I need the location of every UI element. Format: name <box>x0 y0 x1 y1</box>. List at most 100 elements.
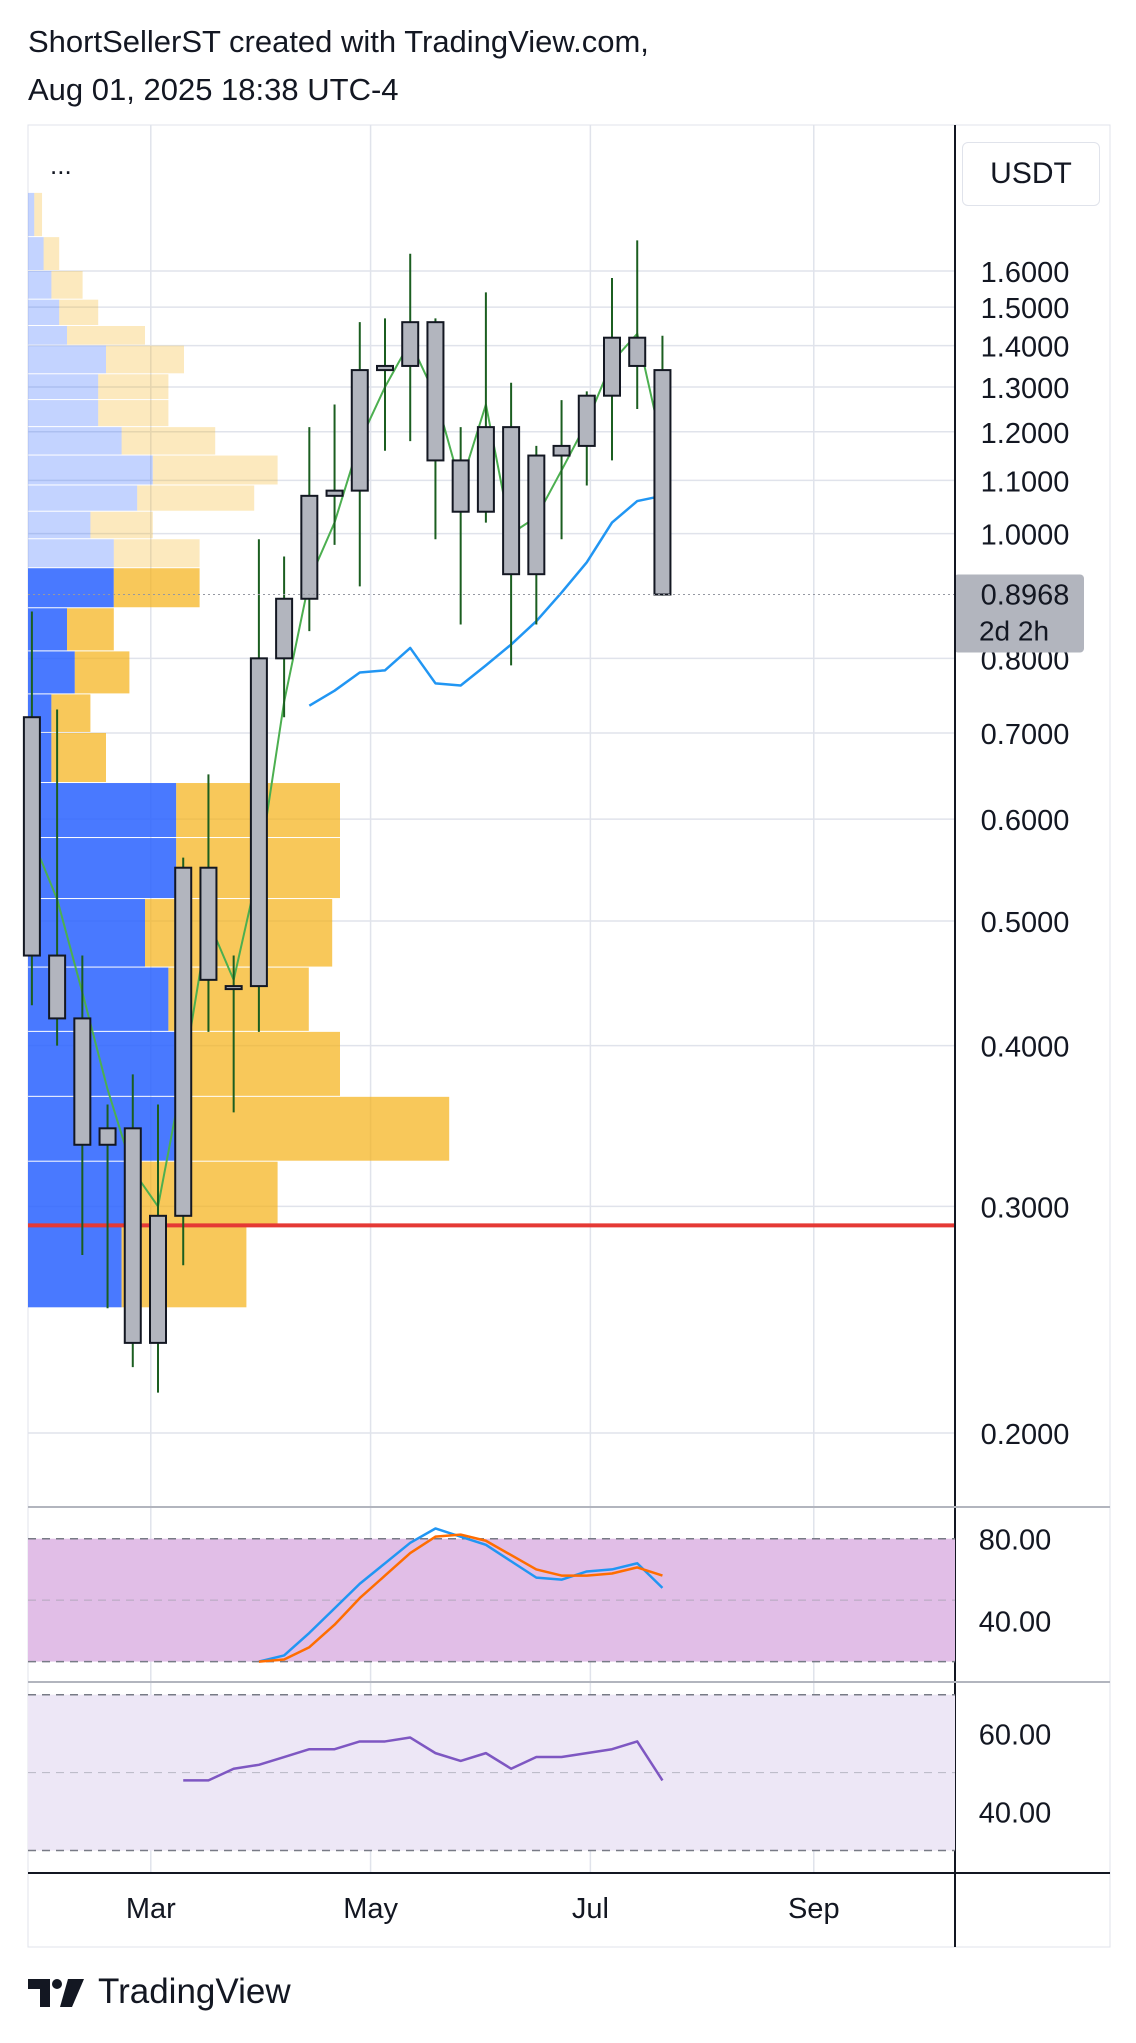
y-tick-label: 0.3000 <box>981 1192 1070 1224</box>
volume-profile-up-bar <box>28 455 153 485</box>
tradingview-logo[interactable]: TradingView <box>28 1972 291 2012</box>
volume-profile-down-bar <box>74 651 130 694</box>
candle-body <box>603 336 621 397</box>
volume-profile-up-bar <box>28 899 145 967</box>
candle-body <box>199 866 218 981</box>
volume-profile-up-bar <box>28 299 60 326</box>
countdown-label: 2d 2h <box>979 616 1049 647</box>
candle-body <box>98 1127 117 1146</box>
last-price-badge <box>954 574 1084 653</box>
volume-profile-up-bar <box>28 400 99 427</box>
volume-profile-up-bar <box>28 1031 192 1096</box>
candle-body <box>502 426 521 576</box>
candle-body <box>149 1214 167 1344</box>
volume-profile-down-bar <box>152 455 278 485</box>
y-tick-label: 1.1000 <box>981 466 1070 498</box>
volume-profile-down-bar <box>106 345 184 374</box>
candle-body <box>22 716 41 957</box>
volume-profile-up-bar <box>28 1225 122 1308</box>
stoch-rsi-line <box>258 1527 664 1663</box>
candle-body <box>653 369 672 596</box>
volume-profile-down-bar <box>98 400 169 427</box>
volume-profile-up-bar <box>28 608 67 651</box>
ema-slow-line <box>308 494 663 707</box>
candle-body <box>577 394 596 447</box>
candle-body <box>426 321 445 462</box>
volume-profile-up-bar <box>28 568 114 608</box>
candle-body <box>174 866 193 1217</box>
volume-profile-up-bar <box>28 427 122 455</box>
volume-profile-down-bar <box>98 374 169 400</box>
x-tick-label: Sep <box>788 1893 840 1925</box>
stoch-rsi-line <box>258 1533 663 1663</box>
candle-body <box>350 369 369 492</box>
candle-body <box>527 454 546 576</box>
y-tick-label: 1.5000 <box>981 293 1070 325</box>
volume-profile-up-bar <box>28 237 44 270</box>
volume-profile-down-bar <box>90 511 153 539</box>
x-tick-label: Jul <box>572 1893 609 1925</box>
stoch-rsi-y-tick-label: 40.00 <box>979 1607 1052 1639</box>
candle-body <box>552 444 571 457</box>
candle-body <box>73 1017 92 1146</box>
candle-body <box>123 1127 142 1344</box>
candle-body <box>628 336 647 367</box>
volume-profile-down-bar <box>59 299 99 326</box>
candle-body <box>451 459 470 513</box>
volume-profile-up-bar <box>28 485 138 511</box>
volume-profile-up-bar <box>28 511 91 539</box>
y-tick-label: 0.4000 <box>981 1032 1070 1064</box>
y-tick-label: 0.2000 <box>981 1419 1070 1451</box>
candle-body <box>249 657 268 988</box>
candle-body <box>48 954 67 1020</box>
y-tick-label: 0.6000 <box>981 805 1070 837</box>
volume-profile-down-bar <box>51 271 83 299</box>
y-tick-label: 1.6000 <box>981 257 1070 289</box>
volume-profile-down-bar <box>176 1096 450 1161</box>
volume-profile-up-bar <box>28 838 177 899</box>
y-tick-label: 1.0000 <box>981 520 1070 552</box>
y-tick-label: 0.5000 <box>981 907 1070 939</box>
volume-profile-up-bar <box>28 374 99 400</box>
volume-profile-up-bar <box>28 326 67 345</box>
volume-profile-down-bar <box>129 1161 278 1225</box>
rsi-line <box>183 1736 664 1782</box>
volume-profile-up-bar <box>28 192 35 237</box>
candle-body <box>224 985 243 991</box>
stoch-rsi-y-tick-label: 80.00 <box>979 1525 1052 1557</box>
volume-profile-up-bar <box>28 1161 130 1225</box>
y-tick-label: 0.7000 <box>981 719 1070 751</box>
candle-body <box>376 364 394 372</box>
volume-profile-up-bar <box>28 783 177 838</box>
candle-body <box>476 426 495 513</box>
tradingview-logo-icon <box>28 1979 84 2007</box>
volume-profile-down-bar <box>67 326 145 345</box>
y-tick-label: 1.2000 <box>981 418 1070 450</box>
volume-profile-down-bar <box>113 568 200 608</box>
chart-author-line: ShortSellerST created with TradingView.c… <box>28 24 649 59</box>
currency-badge[interactable]: USDT <box>962 142 1100 206</box>
y-tick-label: 1.3000 <box>981 373 1070 405</box>
y-tick-label: 1.4000 <box>981 332 1070 364</box>
rsi-y-tick-label: 60.00 <box>979 1720 1052 1752</box>
volume-profile-up-bar <box>28 651 75 694</box>
candle-body <box>275 597 294 660</box>
volume-profile-down-bar <box>121 427 216 455</box>
candle-body <box>325 489 344 497</box>
tradingview-logo-text: TradingView <box>98 1972 291 2011</box>
volume-profile-up-bar <box>28 539 114 568</box>
candle-body <box>300 494 319 600</box>
chart-timestamp: Aug 01, 2025 18:38 UTC-4 <box>28 72 399 107</box>
volume-profile-up-bar <box>28 271 52 299</box>
x-tick-label: May <box>343 1893 398 1925</box>
volume-profile-down-bar <box>137 485 255 511</box>
volume-profile-down-bar <box>67 608 114 651</box>
last-price-label: 0.8968 <box>981 580 1070 612</box>
volume-profile-down-bar <box>191 1031 340 1096</box>
rsi-y-tick-label: 40.00 <box>979 1798 1052 1830</box>
volume-profile-down-bar <box>34 192 43 237</box>
x-tick-label: Mar <box>126 1893 176 1925</box>
more-options-icon[interactable]: ... <box>50 150 72 180</box>
volume-profile-down-bar <box>113 539 200 568</box>
